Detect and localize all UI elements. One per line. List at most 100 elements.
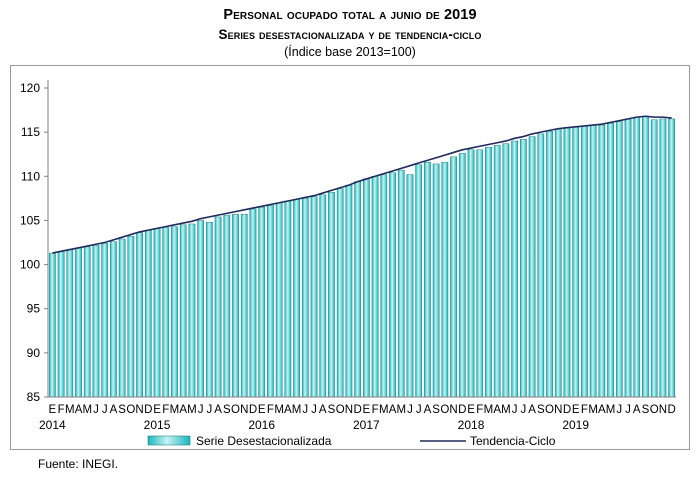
bar-67 bbox=[624, 118, 632, 398]
bar-9 bbox=[118, 238, 126, 398]
x-year-label: 2015 bbox=[144, 418, 171, 432]
y-tick-label: 95 bbox=[27, 302, 41, 316]
bar-57 bbox=[537, 133, 545, 398]
bar-40 bbox=[389, 172, 396, 398]
bar-2 bbox=[57, 251, 65, 398]
x-month-label: S bbox=[642, 404, 650, 416]
legend-label-bars: Serie Desestacionalizada bbox=[196, 434, 332, 448]
bar-31 bbox=[310, 196, 318, 398]
x-month-label: M bbox=[65, 404, 75, 416]
y-tick-label: 105 bbox=[20, 213, 40, 227]
x-month-label: J bbox=[616, 404, 622, 416]
chart-title-block: Personal ocupado total a junio de 2019 S… bbox=[0, 6, 700, 60]
x-month-label: F bbox=[162, 404, 169, 416]
x-month-label: F bbox=[58, 404, 65, 416]
x-month-label: S bbox=[432, 404, 440, 416]
x-month-label: A bbox=[528, 404, 536, 416]
bar-10 bbox=[127, 236, 135, 398]
x-month-label: J bbox=[407, 404, 413, 416]
bar-61 bbox=[572, 126, 580, 398]
bar-24 bbox=[249, 208, 257, 398]
x-month-label: J bbox=[302, 404, 308, 416]
x-month-label: A bbox=[284, 404, 292, 416]
bar-44 bbox=[424, 161, 431, 398]
legend-swatch-bars bbox=[147, 435, 191, 446]
bar-66 bbox=[615, 121, 623, 398]
bar-45 bbox=[432, 163, 440, 398]
bar-64 bbox=[598, 124, 606, 398]
bar-47 bbox=[450, 156, 457, 398]
bar-17 bbox=[188, 223, 196, 398]
bar-70 bbox=[650, 119, 658, 398]
x-month-label: M bbox=[187, 404, 197, 416]
x-month-label: A bbox=[110, 404, 118, 416]
x-month-label: D bbox=[667, 404, 675, 416]
bar-53 bbox=[502, 143, 510, 398]
x-month-label: M bbox=[379, 404, 389, 416]
bar-18 bbox=[197, 220, 204, 398]
x-month-label: E bbox=[467, 404, 475, 416]
bar-5 bbox=[83, 246, 91, 398]
x-month-label: N bbox=[554, 404, 562, 416]
x-month-label: O bbox=[440, 404, 449, 416]
x-month-label: M bbox=[292, 404, 302, 416]
trend-line bbox=[52, 115, 672, 254]
bar-22 bbox=[232, 214, 239, 398]
x-month-label: O bbox=[126, 404, 135, 416]
x-month-label: A bbox=[319, 404, 327, 416]
x-month-label: S bbox=[328, 404, 336, 416]
bar-52 bbox=[493, 145, 501, 398]
bar-69 bbox=[642, 116, 649, 398]
bar-46 bbox=[441, 161, 449, 398]
x-month-label: M bbox=[396, 404, 406, 416]
x-month-label: J bbox=[311, 404, 317, 416]
x-year-label: 2018 bbox=[458, 418, 485, 432]
x-month-label: S bbox=[223, 404, 231, 416]
bar-7 bbox=[101, 243, 109, 398]
x-month-label: O bbox=[231, 404, 240, 416]
x-month-label: A bbox=[633, 404, 641, 416]
x-month-label: E bbox=[258, 404, 266, 416]
chart-subtitle: (Índice base 2013=100) bbox=[284, 45, 416, 59]
bar-62 bbox=[581, 125, 588, 398]
bar-14 bbox=[162, 227, 170, 398]
x-month-label: M bbox=[606, 404, 616, 416]
x-month-label: J bbox=[93, 404, 99, 416]
x-month-label: D bbox=[353, 404, 361, 416]
source-note: Fuente: INEGI. bbox=[38, 457, 119, 471]
bar-29 bbox=[293, 199, 300, 398]
bar-26 bbox=[267, 205, 274, 398]
x-month-label: N bbox=[659, 404, 667, 416]
bar-13 bbox=[153, 228, 161, 398]
x-year-label: 2019 bbox=[562, 418, 589, 432]
x-month-label: A bbox=[389, 404, 397, 416]
bar-59 bbox=[554, 129, 562, 398]
x-month-label: D bbox=[563, 404, 571, 416]
x-month-label: M bbox=[484, 404, 494, 416]
y-tick-label: 85 bbox=[27, 390, 41, 404]
y-tick-label: 120 bbox=[20, 81, 40, 95]
x-month-label: D bbox=[249, 404, 257, 416]
y-tick-label: 100 bbox=[20, 258, 40, 272]
x-month-label: J bbox=[206, 404, 212, 416]
chart-title-line2: Series desestacionalizada y de tendencia… bbox=[218, 27, 482, 42]
x-month-label: A bbox=[598, 404, 606, 416]
bar-54 bbox=[511, 140, 518, 398]
y-tick-label: 115 bbox=[21, 125, 40, 139]
x-month-label: S bbox=[118, 404, 126, 416]
x-month-label: E bbox=[363, 404, 371, 416]
bar-41 bbox=[397, 169, 405, 398]
bar-33 bbox=[328, 191, 335, 398]
x-month-label: J bbox=[512, 404, 518, 416]
bar-3 bbox=[66, 249, 74, 398]
bar-68 bbox=[633, 116, 641, 398]
x-month-label: N bbox=[345, 404, 353, 416]
bar-25 bbox=[258, 206, 266, 398]
x-month-label: J bbox=[416, 404, 422, 416]
x-month-label: N bbox=[449, 404, 457, 416]
bar-63 bbox=[589, 124, 597, 398]
x-month-label: J bbox=[625, 404, 631, 416]
bar-20 bbox=[214, 216, 222, 398]
x-month-label: E bbox=[153, 404, 161, 416]
